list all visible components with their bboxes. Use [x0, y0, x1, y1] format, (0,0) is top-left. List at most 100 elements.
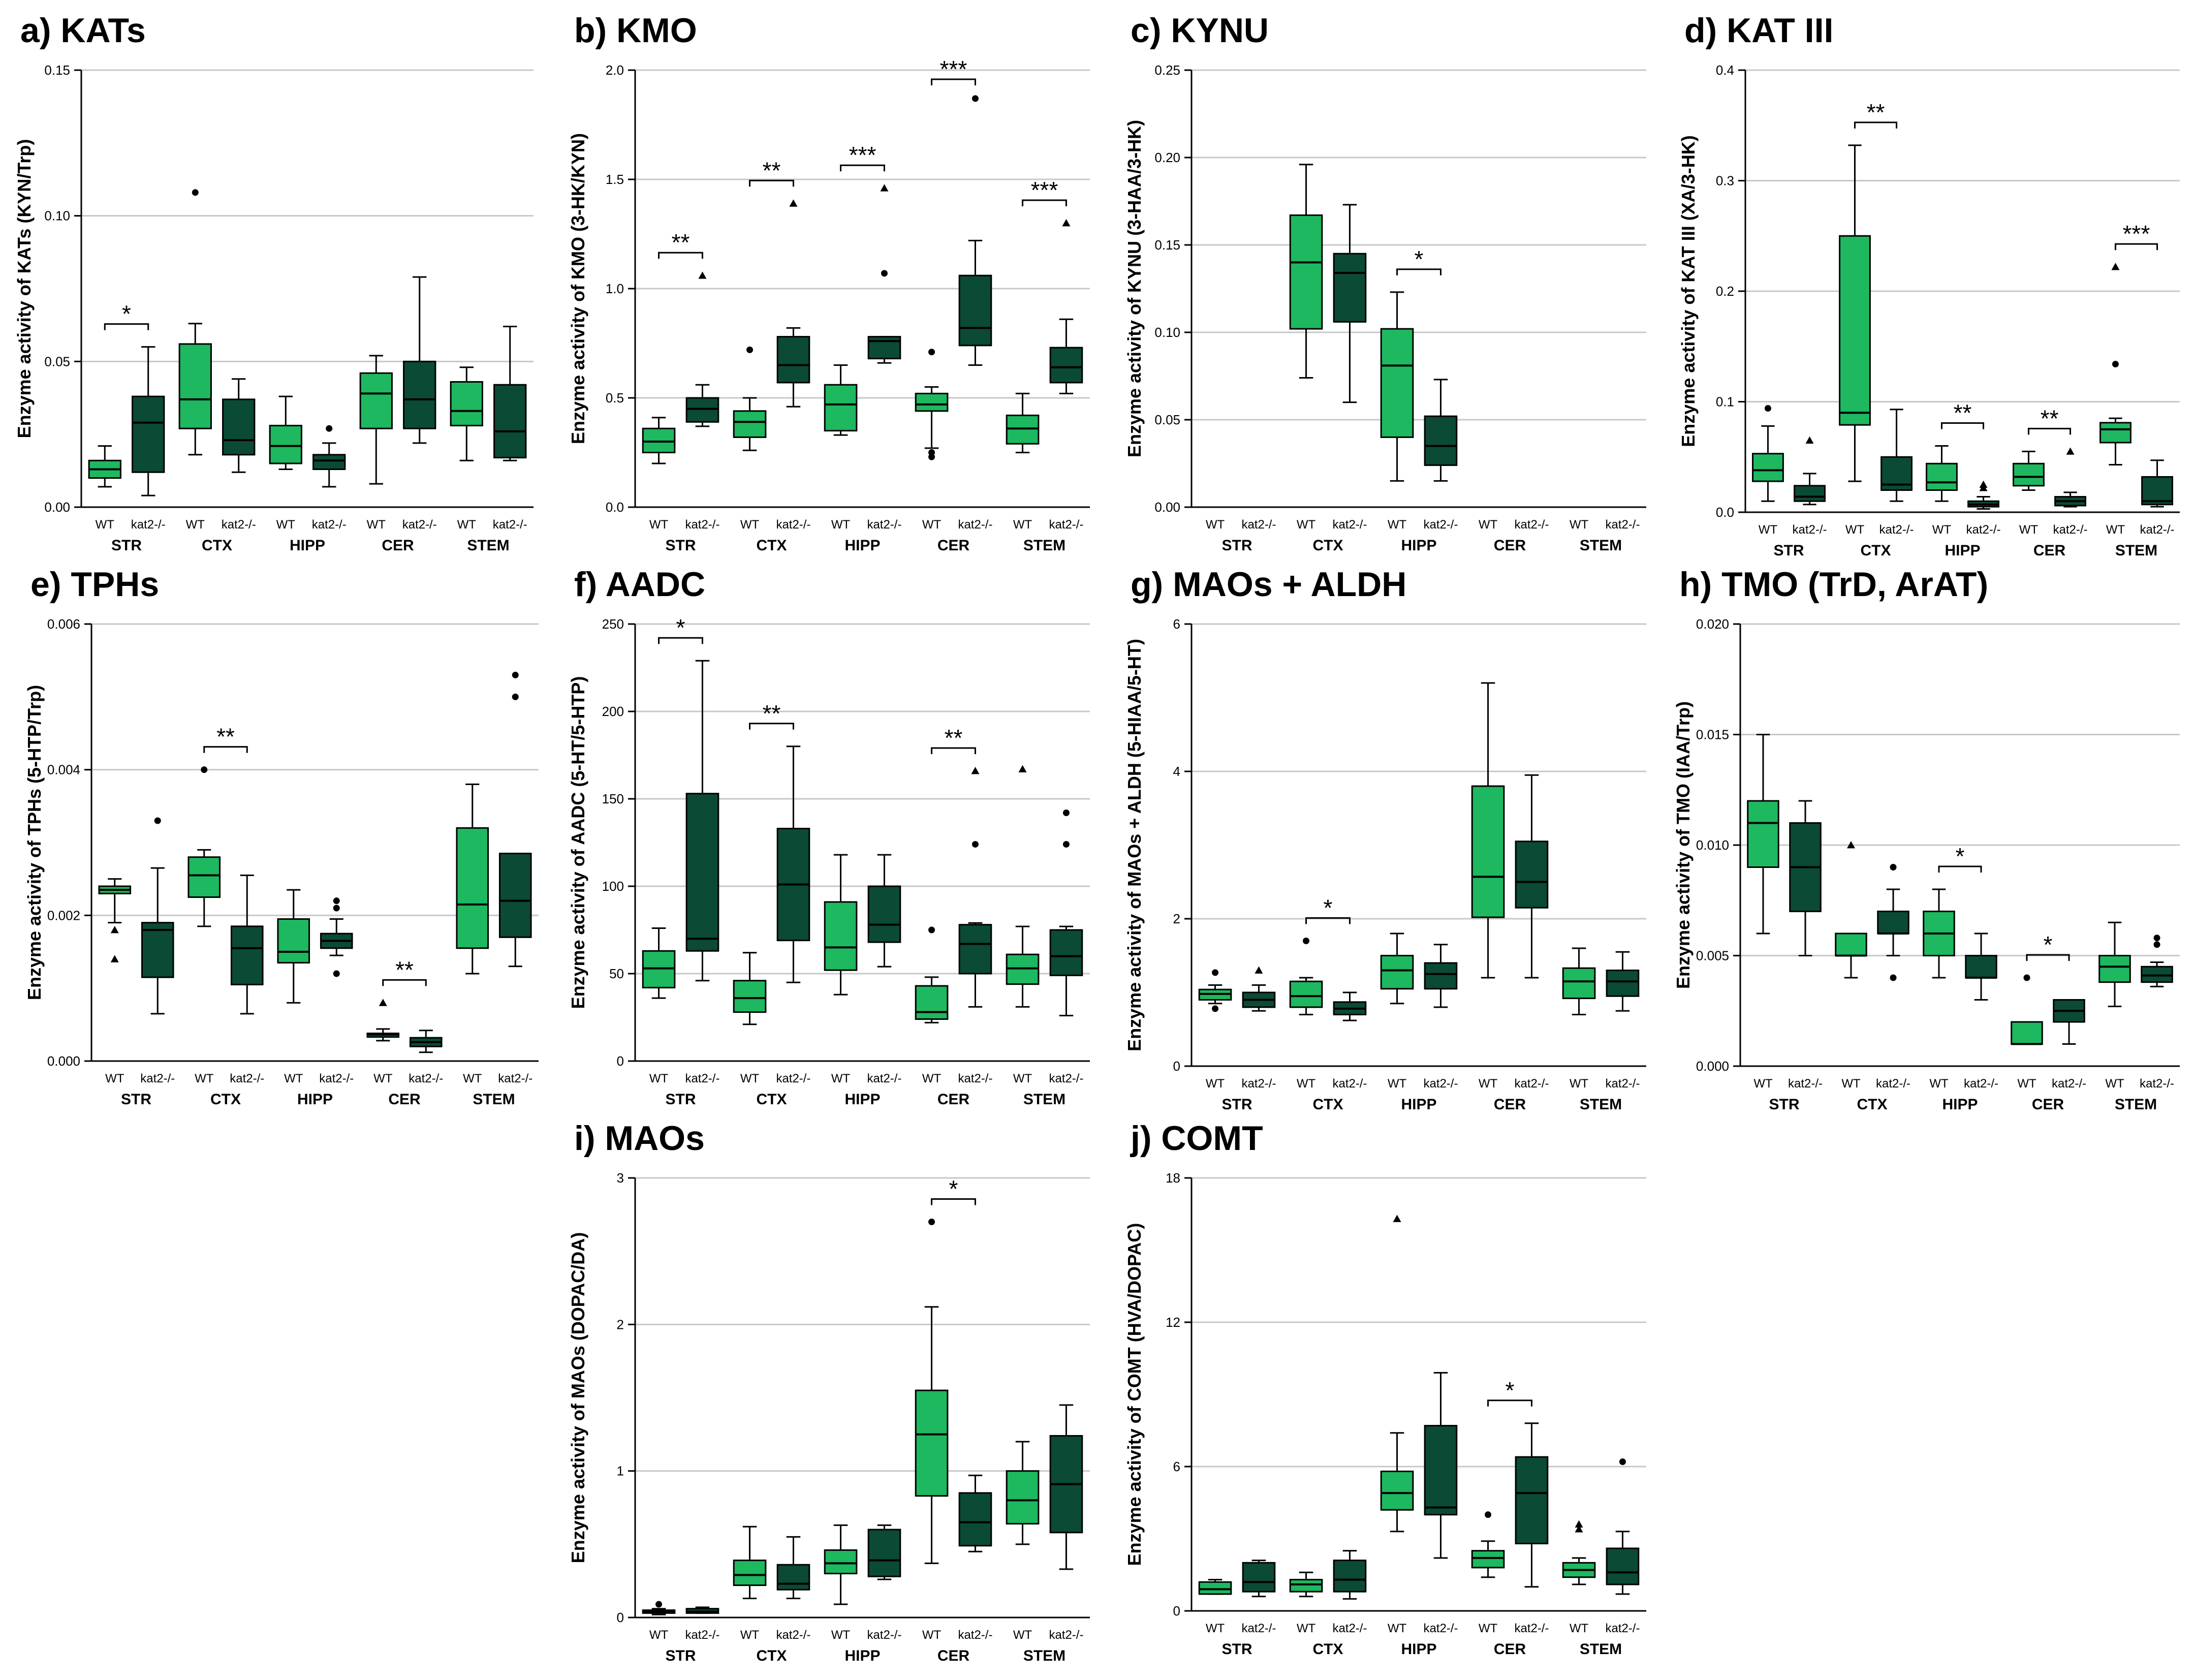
- x-tick-label: WT: [2017, 1077, 2036, 1091]
- box-body: [1965, 955, 1997, 979]
- box-str-kat2: [685, 384, 719, 427]
- box-body: [1606, 970, 1640, 997]
- group-label: HIPP: [844, 537, 880, 554]
- x-tick-label: kat2-/-: [131, 518, 166, 532]
- group-label: CER: [937, 1647, 970, 1664]
- chart-panel-6: g) MAOs + ALDH 0 2 4 6 Enzyme activity of MAO…: [1124, 565, 1646, 1113]
- significance-bracket: **: [382, 956, 427, 986]
- group-label: STEM: [1023, 537, 1065, 554]
- chart-title: b) KMO: [574, 11, 697, 50]
- chart-panel-4: e) TPHs 0.000 0.002 0.004 0.006 Enzyme activi…: [24, 565, 539, 1108]
- outlier-point: [698, 271, 707, 279]
- group-label: STEM: [2115, 1096, 2157, 1113]
- box-str-wt: [1198, 1578, 1232, 1595]
- box-body: [1333, 1560, 1367, 1593]
- x-tick-label: kat2-/-: [1514, 1622, 1549, 1635]
- group-label: CTX: [202, 537, 232, 554]
- box-stem-kat2: [1606, 1531, 1640, 1595]
- x-tick-label: WT: [649, 1072, 669, 1085]
- group-label: CTX: [1313, 537, 1343, 554]
- y-tick-label: 0.3: [1716, 173, 1734, 189]
- chart-title: a) KATs: [20, 11, 146, 50]
- significance-bracket: *: [931, 1176, 976, 1205]
- box-body: [1289, 1578, 1323, 1593]
- group-label: STR: [1774, 542, 1804, 559]
- group-label: STEM: [1023, 1647, 1065, 1664]
- box-cer-kat2: [409, 1030, 443, 1053]
- box-ctx-wt: [733, 397, 767, 451]
- x-tick-label: kat2-/-: [1049, 1628, 1083, 1642]
- group-label: STEM: [1580, 1641, 1622, 1658]
- group-label: STR: [1769, 1096, 1800, 1113]
- outlier-point: [512, 693, 519, 700]
- box-stem-wt: [450, 366, 483, 461]
- box-body: [1926, 462, 1958, 491]
- x-tick-label: kat2-/-: [685, 1628, 719, 1642]
- significance-label: **: [672, 229, 690, 256]
- box-body: [312, 454, 346, 470]
- bracket-line: [1396, 268, 1441, 275]
- y-tick-label: 0.0: [606, 500, 624, 515]
- box-body: [403, 360, 436, 429]
- box-str-kat2: [1242, 984, 1276, 1012]
- box-body: [450, 381, 483, 426]
- box-body: [178, 343, 212, 429]
- group-label: STEM: [1580, 1096, 1622, 1113]
- group-label: STR: [121, 1091, 151, 1108]
- y-tick-label: 2: [1173, 911, 1180, 926]
- significance-bracket: **: [658, 229, 703, 259]
- significance-label: ***: [1031, 177, 1058, 203]
- chart-panel-7: h) TMO (TrD, ArAT) 0.000 0.005 0.010 0.015 0.…: [1673, 565, 2180, 1113]
- y-tick-label: 200: [602, 704, 624, 719]
- x-tick-label: kat2-/-: [1605, 1077, 1640, 1091]
- chart-title: g) MAOs + ALDH: [1131, 565, 1406, 604]
- box-stem-wt: [1006, 392, 1040, 453]
- group-label: HIPP: [1942, 1096, 1978, 1113]
- bracket-line: [840, 164, 885, 172]
- outlier-point: [110, 955, 119, 962]
- x-tick-label: kat2-/-: [1423, 518, 1458, 532]
- group-label: CER: [1494, 1641, 1526, 1658]
- box-stem-wt: [2098, 921, 2131, 1008]
- x-tick-label: kat2-/-: [222, 518, 256, 532]
- outlier-point: [971, 766, 980, 774]
- chart-title: e) TPHs: [30, 565, 159, 604]
- box-body: [1333, 253, 1367, 323]
- x-tick-label: kat2-/-: [2140, 523, 2175, 537]
- significance-label: *: [2044, 931, 2053, 958]
- box-body: [958, 1492, 992, 1547]
- bracket-line: [931, 747, 976, 754]
- y-axis-label: Enzyme activity of KYNU (3-HAA/3-HK): [1124, 120, 1145, 457]
- x-tick-label: WT: [1297, 518, 1316, 532]
- y-tick-label: 0.0: [1716, 505, 1734, 520]
- x-tick-label: WT: [922, 518, 942, 532]
- box-ctx-wt: [1289, 1571, 1323, 1598]
- box-stem-wt: [1562, 1557, 1596, 1585]
- y-axis-label: Enzyme activity of KMO (3-HK/KYN): [568, 133, 588, 444]
- group-label: HIPP: [290, 537, 325, 554]
- y-tick-label: 0: [1173, 1059, 1180, 1074]
- x-tick-label: kat2-/-: [1332, 1622, 1367, 1635]
- group-label: HIPP: [1401, 537, 1436, 554]
- significance-label: **: [945, 725, 963, 751]
- y-tick-label: 2.0: [606, 63, 624, 78]
- box-str-kat2: [132, 346, 165, 496]
- box-body: [456, 827, 489, 949]
- box-body: [642, 427, 676, 454]
- group-label: STR: [111, 537, 142, 554]
- group-label: CER: [388, 1091, 421, 1108]
- group-label: CTX: [757, 1091, 787, 1108]
- group-label: HIPP: [297, 1091, 333, 1108]
- y-axis-label: Enzyme activity of COMT (HVA/DOPAC): [1124, 1223, 1145, 1566]
- bracket-line: [2027, 427, 2072, 435]
- box-cer-wt: [2011, 1021, 2043, 1045]
- box-body: [915, 985, 949, 1020]
- box-body: [1515, 841, 1549, 909]
- outlier-point: [881, 270, 888, 277]
- y-axis-label: Enzyme activity of AADC (5-HT/5-HTP): [568, 676, 588, 1009]
- significance-bracket: *: [2026, 931, 2070, 961]
- box-body: [776, 336, 810, 384]
- box-cer-kat2: [403, 276, 436, 444]
- x-tick-label: kat2-/-: [776, 518, 810, 532]
- x-tick-label: kat2-/-: [1605, 518, 1640, 532]
